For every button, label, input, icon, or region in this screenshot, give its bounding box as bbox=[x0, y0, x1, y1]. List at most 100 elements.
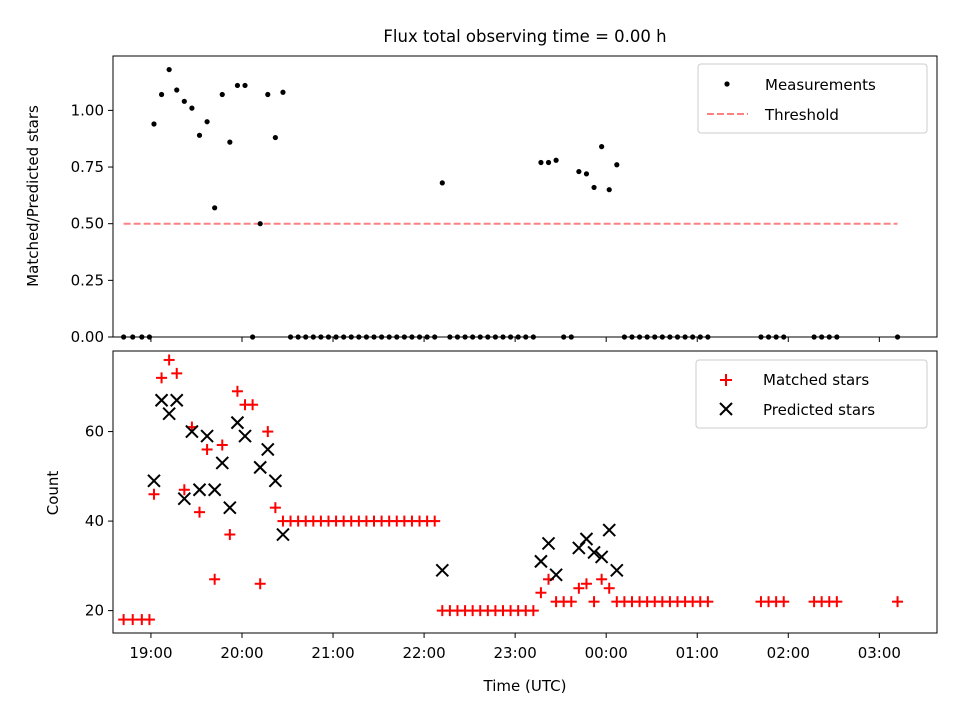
predicted-star-point bbox=[579, 532, 594, 546]
matched-star-point bbox=[201, 443, 213, 455]
bottom-legend-box bbox=[695, 359, 928, 429]
predicted-star-point bbox=[147, 474, 161, 488]
bottom-y-axis: 20 40 60 bbox=[85, 423, 113, 620]
matched-star-point bbox=[163, 354, 175, 366]
predicted-star-point bbox=[170, 393, 184, 407]
matched-star-point bbox=[565, 596, 577, 608]
matched-star-point bbox=[216, 439, 228, 451]
legend-matched-marker bbox=[720, 374, 732, 386]
top-y-axis: 0.00 0.25 0.50 0.75 1.00 bbox=[71, 101, 113, 346]
predicted-star-point bbox=[162, 406, 176, 421]
matched-star-point bbox=[193, 506, 205, 518]
top-x-axis bbox=[150, 337, 880, 342]
bottom-legend: Matched stars Predicted stars bbox=[695, 359, 928, 429]
matched-star-point bbox=[262, 426, 274, 438]
matched-star-point bbox=[269, 502, 281, 514]
matched-star-point bbox=[573, 582, 585, 594]
predicted-star-point bbox=[238, 429, 252, 443]
measurement-point bbox=[538, 159, 544, 166]
bottom-x-tick-label: 03:00 bbox=[858, 644, 901, 662]
matched-star-point bbox=[178, 484, 190, 496]
bottom-panel: 20 40 60 19:00 20:00 21:00 22:00 23:00 00:00 01:… bbox=[44, 350, 938, 695]
measurement-point bbox=[545, 159, 552, 166]
matched-star-point bbox=[156, 372, 168, 384]
predicted-star-point bbox=[602, 523, 616, 537]
bottom-x-tick-label: 02:00 bbox=[767, 644, 810, 662]
top-y-tick-label: 0.50 bbox=[71, 215, 104, 233]
measurement-point bbox=[599, 144, 605, 150]
bottom-axes-frame bbox=[112, 350, 938, 634]
legend-matched-label: Matched stars bbox=[763, 371, 869, 389]
matched-star-point bbox=[588, 596, 600, 608]
predicted-star-point bbox=[223, 500, 237, 515]
predicted-star-point bbox=[587, 545, 601, 560]
measurement-point bbox=[439, 180, 445, 186]
measurement-point bbox=[174, 87, 180, 93]
predicted-star-point bbox=[200, 429, 214, 443]
top-legend-box bbox=[697, 63, 928, 134]
measurement-point bbox=[212, 205, 218, 211]
top-y-tick-label: 1.00 bbox=[71, 101, 104, 119]
bottom-y-label: Count bbox=[44, 471, 62, 516]
matched-star-point bbox=[247, 399, 259, 411]
predicted-star-point bbox=[276, 527, 290, 542]
predicted-star-point bbox=[253, 460, 267, 475]
measurement-point bbox=[204, 119, 210, 125]
bottom-x-tick-label: 22:00 bbox=[402, 644, 445, 662]
predicted-star-point bbox=[207, 483, 222, 497]
bottom-x-tick-label: 21:00 bbox=[311, 644, 354, 662]
predicted-star-point bbox=[154, 393, 169, 407]
measurement-point bbox=[591, 184, 597, 191]
predicted-star-point bbox=[541, 536, 556, 551]
measurement-point bbox=[181, 98, 187, 104]
predicted-star-point bbox=[268, 474, 283, 488]
matched-star-point bbox=[778, 596, 790, 608]
predicted-star-point bbox=[177, 492, 192, 506]
predicted-star-point bbox=[230, 415, 245, 430]
matched-star-point bbox=[603, 582, 615, 594]
chart-title: Flux total observing time = 0.00 h bbox=[383, 27, 666, 46]
legend-measurements-label: Measurements bbox=[765, 76, 876, 94]
predicted-star-point bbox=[185, 424, 199, 439]
predicted-star-point bbox=[549, 568, 563, 582]
bottom-x-label: Time (UTC) bbox=[483, 677, 567, 695]
top-y-label: Matched/Predicted stars bbox=[24, 105, 42, 287]
bottom-x-tick-label: 00:00 bbox=[585, 644, 628, 662]
bottom-x-axis: 19:00 20:00 21:00 22:00 23:00 00:00 01:00 02:00… bbox=[129, 633, 901, 662]
measurement-point bbox=[553, 157, 559, 163]
top-y-tick-label: 0.25 bbox=[71, 271, 104, 289]
measurement-point bbox=[166, 66, 172, 73]
measurement-point bbox=[189, 105, 195, 111]
measurement-point bbox=[219, 91, 225, 98]
measurement-point bbox=[606, 187, 612, 193]
bottom-x-tick-label: 19:00 bbox=[129, 644, 172, 662]
predicted-star-point bbox=[435, 563, 450, 578]
matched-star-point bbox=[596, 573, 608, 585]
top-axes-frame bbox=[112, 55, 938, 338]
top-y-tick-label: 0.00 bbox=[71, 328, 104, 346]
matched-star-point bbox=[702, 596, 714, 608]
legend-measurements-marker bbox=[724, 81, 730, 87]
measurement-point bbox=[151, 121, 157, 127]
measurement-point bbox=[257, 221, 263, 227]
measurement-point bbox=[196, 132, 203, 138]
top-panel: Flux total observing time = 0.00 h 0.00 0… bbox=[24, 27, 938, 346]
measurement-point bbox=[272, 134, 278, 141]
matched-star-point bbox=[580, 578, 592, 590]
measurement-point bbox=[614, 162, 620, 168]
predicted-star-point bbox=[261, 442, 275, 457]
predicted-star-point bbox=[610, 563, 624, 578]
matched-star-point bbox=[429, 515, 441, 527]
predicted-star-point bbox=[215, 456, 229, 470]
predicted-star-point bbox=[594, 550, 609, 564]
bottom-x-tick-label: 01:00 bbox=[676, 644, 719, 662]
bottom-x-tick-label: 23:00 bbox=[494, 644, 537, 662]
measurement-point bbox=[158, 91, 165, 98]
measurement-point bbox=[234, 82, 241, 89]
matched-star-point bbox=[535, 587, 547, 599]
matched-star-point bbox=[148, 488, 160, 500]
measurement-point bbox=[265, 91, 271, 98]
bottom-plot-area bbox=[118, 354, 904, 626]
predicted-star-point bbox=[192, 483, 207, 497]
legend-predicted-label: Predicted stars bbox=[763, 401, 875, 419]
